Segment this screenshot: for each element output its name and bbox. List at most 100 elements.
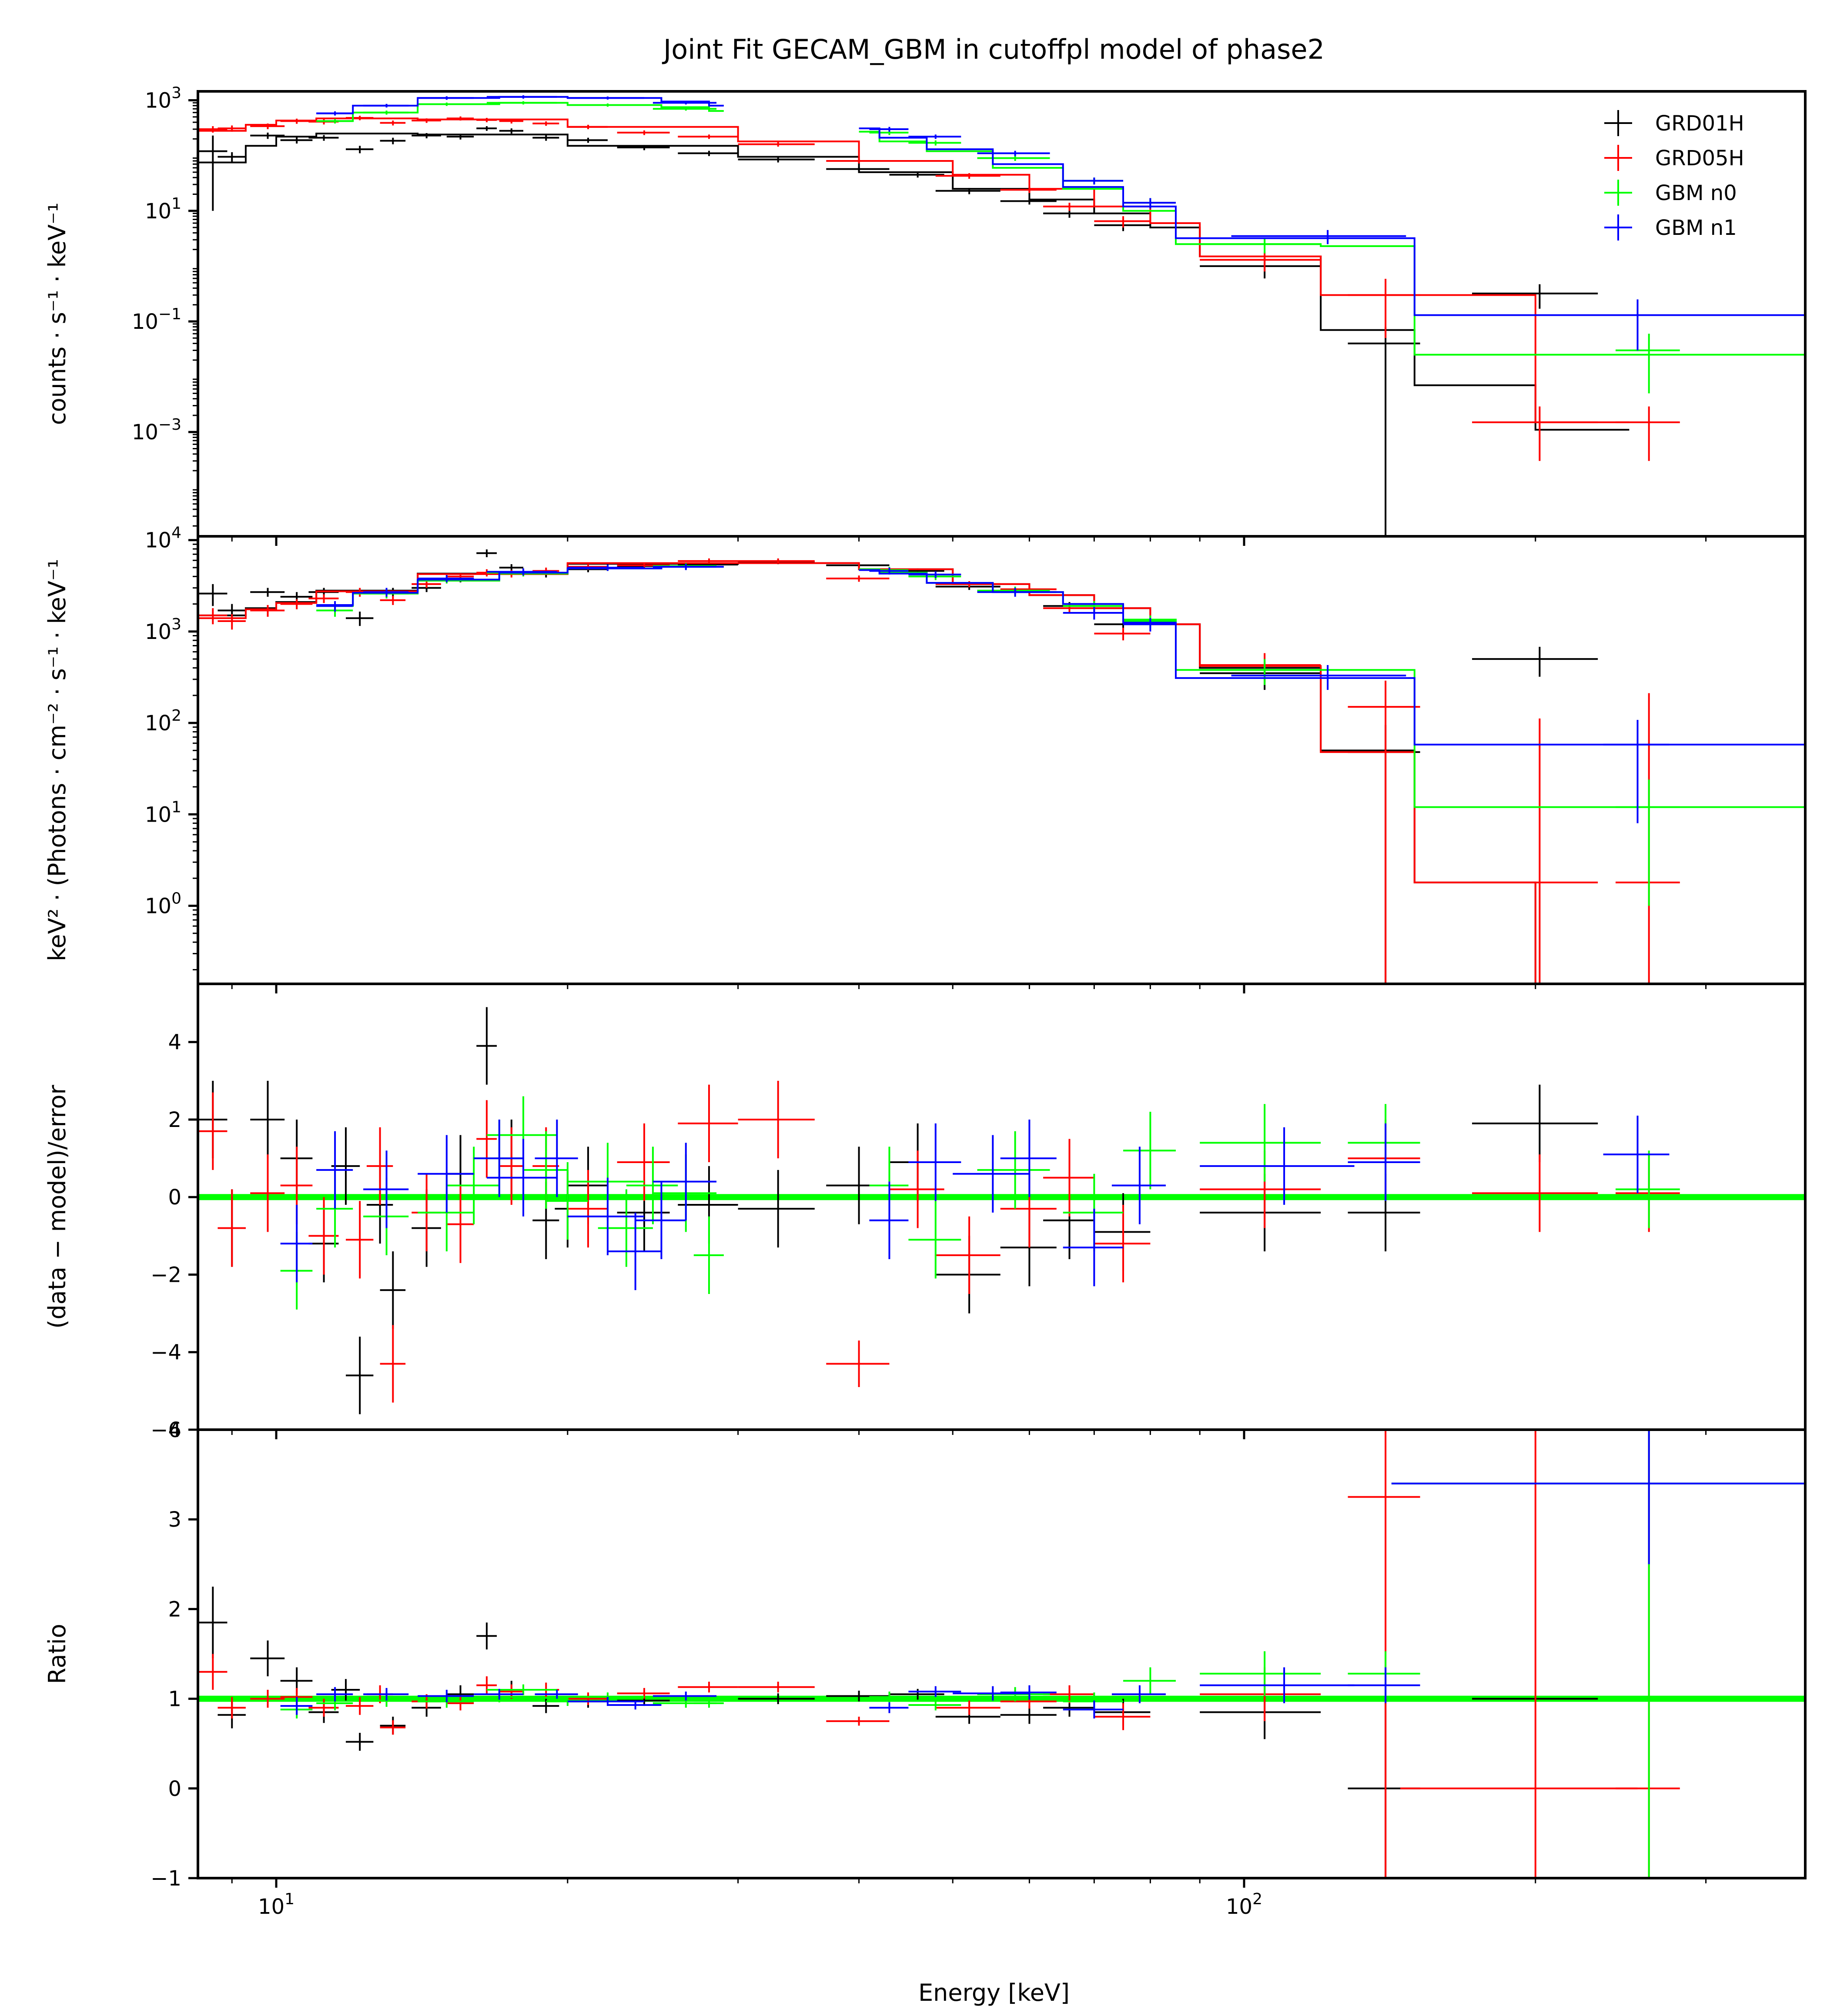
data-point [308, 594, 339, 603]
data-point [198, 1654, 228, 1690]
y-tick-label: −1 [151, 1866, 181, 1891]
data-point [476, 1622, 497, 1650]
data-point [678, 558, 738, 564]
data-point [1094, 1703, 1151, 1730]
data-point [567, 96, 645, 100]
data-point [1094, 628, 1151, 641]
data-point [1472, 718, 1598, 984]
data-point [331, 1127, 360, 1205]
data-point [418, 1135, 474, 1213]
data-point [1615, 779, 1680, 906]
data-point [1000, 198, 1057, 205]
data-point [1200, 1104, 1321, 1182]
chart-title: Joint Fit GECAM_GBM in cutoffpl model of… [662, 33, 1325, 65]
y-tick-label: 104 [145, 524, 181, 553]
data-point [1043, 1685, 1094, 1703]
data-point [316, 1131, 353, 1209]
data-point [607, 1212, 662, 1291]
data-point [1348, 1667, 1420, 1703]
data-point [280, 1205, 313, 1283]
data-point [678, 150, 738, 156]
data-point [331, 1679, 360, 1701]
legend-entry: GRD05H [1604, 145, 1744, 171]
data-point [366, 1127, 393, 1205]
y-tick-label: 102 [145, 707, 181, 736]
data-point [693, 1216, 724, 1294]
data-point [217, 614, 246, 630]
y-tick-label: 1 [168, 1687, 181, 1712]
panel-residuals: 4 2 0 −2 −4 −6 (data − model)/error [43, 983, 1807, 1442]
y-axis-label: counts · s⁻¹ · keV⁻¹ [43, 203, 71, 425]
data-point [535, 1119, 578, 1197]
data-point [198, 135, 228, 211]
data-point [1472, 284, 1598, 309]
data-point [535, 1689, 578, 1699]
data-point [1348, 1123, 1420, 1201]
data-point [345, 146, 374, 154]
data-point [738, 1682, 815, 1693]
data-point [345, 612, 374, 626]
data-point [217, 125, 246, 132]
data-point [250, 605, 285, 617]
legend-label: GBM n0 [1655, 181, 1737, 205]
data-point [738, 1170, 815, 1248]
data-point [678, 134, 738, 139]
data-point [380, 120, 406, 126]
data-point [418, 96, 474, 100]
data-point [1200, 1667, 1355, 1703]
data-point [617, 1123, 670, 1201]
data-point [826, 167, 890, 172]
data-point [345, 1337, 374, 1414]
data-point [738, 558, 815, 564]
panel-frame [197, 1428, 1807, 1879]
data-point [652, 107, 717, 111]
data-point [617, 145, 670, 150]
data-point [738, 142, 815, 147]
x-axis-label: Energy [keV] [918, 1979, 1070, 2006]
data-point [826, 158, 890, 164]
data-point [1472, 647, 1598, 677]
y-tick-label: 101 [145, 798, 181, 827]
data-point [532, 121, 559, 126]
data-point [476, 126, 497, 131]
data-point [476, 549, 497, 558]
data-point [1123, 618, 1176, 632]
data-point [1603, 720, 1670, 823]
data-point [363, 110, 409, 115]
data-point [908, 140, 961, 146]
data-point [1391, 1430, 1805, 1565]
data-point [250, 123, 285, 129]
data-point [869, 567, 909, 575]
data-point [1063, 177, 1124, 185]
y-tick-label: 0 [168, 1777, 181, 1801]
data-point [1063, 1700, 1124, 1718]
data-point [869, 1181, 909, 1259]
data-point [617, 130, 670, 135]
plot-area-nufnu [198, 549, 1805, 984]
y-axis-label: keV² · (Photons · cm⁻² · s⁻¹ · keV⁻¹ [43, 559, 71, 961]
data-point [316, 601, 353, 612]
data-point [476, 1100, 497, 1178]
y-axis-label: Ratio [43, 1624, 71, 1684]
y-tick-label: 103 [145, 615, 181, 644]
data-point [1063, 607, 1124, 620]
data-point [418, 575, 474, 582]
panel-ratio: 4 3 2 1 0 −1 Ratio [43, 1418, 1807, 1891]
data-point [363, 104, 409, 108]
data-point [316, 1687, 353, 1702]
legend-label: GBM n1 [1655, 216, 1737, 240]
data-point [678, 1682, 738, 1693]
data-point [499, 1127, 524, 1205]
series-gbm-n1 [280, 1430, 1805, 1718]
x-tick-label: 102 [1226, 1890, 1262, 1919]
data-point [1200, 252, 1321, 272]
data-point [908, 1699, 961, 1711]
y-tick-label: 10−1 [132, 305, 181, 334]
data-point [1111, 1147, 1166, 1224]
data-point [1200, 659, 1321, 685]
data-point [1231, 230, 1406, 244]
legend-entry: GBM n1 [1604, 214, 1737, 241]
